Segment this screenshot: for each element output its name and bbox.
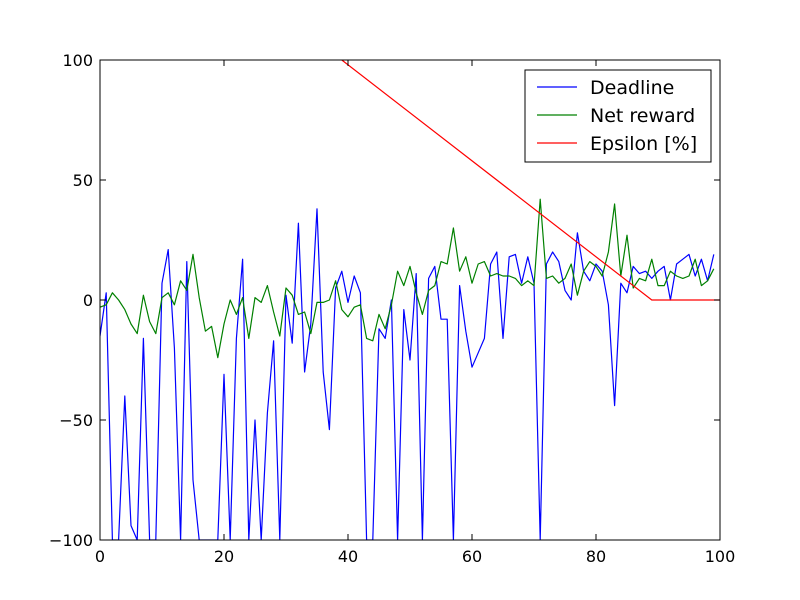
x-tick-label: 20: [214, 547, 234, 566]
x-tick-label: 60: [462, 547, 482, 566]
legend-label-0: Deadline: [590, 77, 674, 99]
series-line-2: [341, 60, 720, 301]
legend-box: [524, 69, 712, 163]
x-tick-label: 0: [95, 547, 105, 566]
x-tick-label: 80: [586, 547, 606, 566]
y-tick-label: 0: [83, 291, 93, 310]
x-tick-label: 40: [338, 547, 358, 566]
x-tick-label: 100: [705, 547, 736, 566]
y-tick-label: 50: [73, 171, 93, 190]
series-line-0: [100, 208, 715, 540]
y-tick-label: 100: [62, 51, 93, 70]
series-line-1: [100, 198, 715, 359]
legend: Deadline Net reward Epsilon [%]: [524, 69, 712, 163]
y-tick-label: −100: [49, 531, 93, 550]
ticks-layer: 0 20 40 60 80 100 −100 −50 0 50 100: [49, 51, 735, 566]
series-layer: [100, 60, 720, 540]
y-tick-label: −50: [59, 411, 93, 430]
legend-label-1: Net reward: [590, 105, 695, 127]
legend-label-2: Epsilon [%]: [590, 133, 697, 155]
